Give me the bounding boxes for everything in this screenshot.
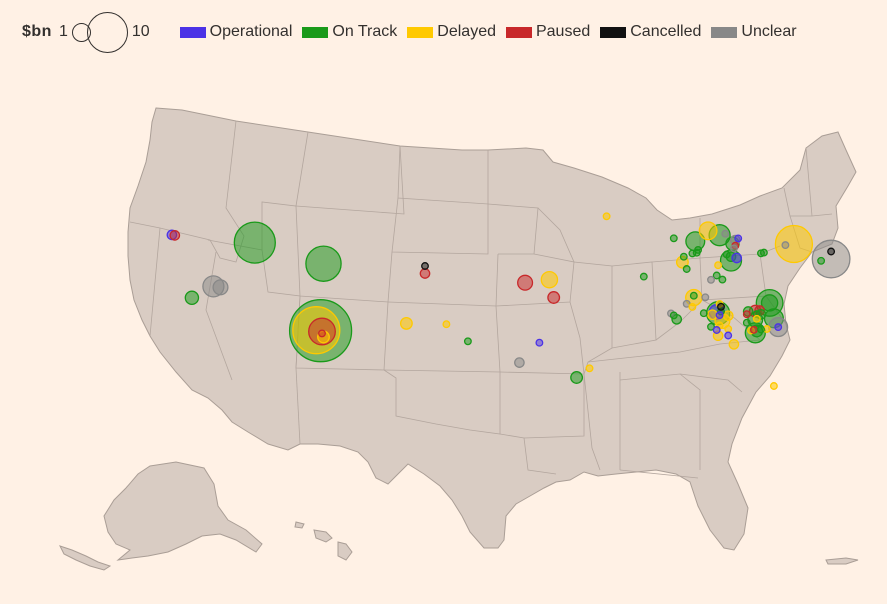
project-bubble-on-track[interactable] [742,318,751,327]
project-bubble-on-track[interactable] [184,290,200,306]
project-bubble-operational[interactable] [712,326,721,334]
project-bubble-delayed[interactable] [442,320,451,329]
aleutian-islands [59,545,112,571]
project-bubble-on-track[interactable] [689,291,698,300]
legend-item-paused: Paused [505,23,591,41]
project-bubble-unclear[interactable] [811,239,851,279]
size-unit-label: $bn [22,23,52,40]
project-bubble-on-track[interactable] [757,249,765,258]
project-bubble-delayed[interactable] [688,302,697,311]
project-bubbles [166,212,851,390]
project-bubble-delayed[interactable] [399,316,413,330]
legend-label-paused: Paused [535,23,591,40]
project-bubble-operational[interactable] [731,252,743,264]
project-bubble-on-track[interactable] [707,322,715,331]
legend-swatch-operational [179,26,206,38]
project-bubble-on-track[interactable] [757,325,765,334]
project-bubble-on-track[interactable] [669,234,678,243]
project-bubble-on-track[interactable] [679,252,688,261]
project-bubble-unclear[interactable] [707,275,715,284]
project-bubble-on-track[interactable] [233,221,276,264]
project-bubble-delayed[interactable] [769,382,778,390]
alaska-shape [103,461,263,561]
project-bubble-cancelled[interactable] [827,247,836,256]
size-legend: $bn 1 10 [22,11,150,53]
project-bubble-on-track[interactable] [639,272,648,281]
project-bubble-on-track[interactable] [692,248,701,257]
legend-item-operational: Operational [179,23,293,41]
legend-swatch-cancelled [600,26,627,38]
us-landmass [59,107,859,571]
project-bubble-paused[interactable] [547,291,561,304]
project-bubble-operational[interactable] [734,234,743,243]
project-bubble-paused[interactable] [517,274,534,291]
legend-item-delayed: Delayed [407,23,496,41]
project-bubble-paused[interactable] [169,230,181,241]
size-large-circle-icon [86,11,128,53]
project-bubble-on-track[interactable] [463,337,472,346]
project-bubble-paused[interactable] [419,268,431,279]
legend-item-unclear: Unclear [711,23,797,41]
contiguous-us-shape [127,107,857,551]
project-bubble-operational[interactable] [724,331,733,340]
legend-swatch-paused [505,26,532,38]
project-bubble-delayed[interactable] [540,270,559,289]
project-bubble-on-track[interactable] [718,275,727,284]
project-bubble-on-track[interactable] [669,311,678,320]
project-bubble-cancelled[interactable] [421,262,429,270]
project-bubble-on-track[interactable] [682,265,691,273]
legend-swatch-on-track [302,26,329,38]
project-bubble-delayed[interactable] [728,338,740,350]
project-bubble-unclear[interactable] [701,293,710,302]
legend-swatch-delayed [407,26,434,38]
project-bubble-on-track[interactable] [760,294,779,312]
project-bubble-delayed[interactable] [774,224,814,264]
legend-swatch-unclear [711,26,738,38]
project-bubble-paused[interactable] [749,325,758,334]
project-bubble-paused[interactable] [318,329,326,338]
legend-item-cancelled: Cancelled [600,23,701,41]
legend-item-on-track: On Track [302,23,397,41]
project-bubble-operational[interactable] [715,311,724,320]
project-bubble-unclear[interactable] [514,357,525,368]
project-bubble-delayed[interactable] [602,212,611,221]
project-bubble-on-track[interactable] [712,271,721,280]
project-bubble-unclear[interactable] [729,244,738,253]
project-bubble-delayed[interactable] [714,261,723,270]
project-bubble-delayed[interactable] [585,364,594,373]
project-bubble-on-track[interactable] [570,371,584,384]
island-east [825,557,859,565]
legend-label-on-track: On Track [332,23,398,40]
legend-label-operational: Operational [209,23,293,40]
project-bubble-delayed[interactable] [698,221,718,241]
project-bubble-on-track[interactable] [722,250,731,259]
project-bubble-unclear[interactable] [781,241,790,250]
legend-label-unclear: Unclear [741,23,797,40]
size-large-label: 10 [131,23,150,40]
legend-label-cancelled: Cancelled [630,23,702,40]
project-bubble-operational[interactable] [535,338,544,347]
project-bubble-on-track[interactable] [817,256,826,265]
project-bubble-paused[interactable] [742,310,751,319]
project-bubble-delayed[interactable] [724,324,733,333]
project-bubble-on-track[interactable] [699,309,708,318]
project-bubble-operational[interactable] [774,323,783,332]
project-bubble-delayed[interactable] [752,314,761,323]
hawaii-shape [294,521,353,561]
project-bubble-on-track[interactable] [305,245,342,282]
project-bubble-cancelled[interactable] [717,302,725,311]
project-bubble-delayed[interactable] [722,310,734,322]
legend-label-delayed: Delayed [437,23,496,40]
size-small-label: 1 [58,23,68,40]
project-bubble-unclear[interactable] [721,229,730,238]
project-bubble-unclear[interactable] [212,279,229,296]
legend: $bn 1 10 Operational On Track Delayed Pa… [22,10,807,54]
